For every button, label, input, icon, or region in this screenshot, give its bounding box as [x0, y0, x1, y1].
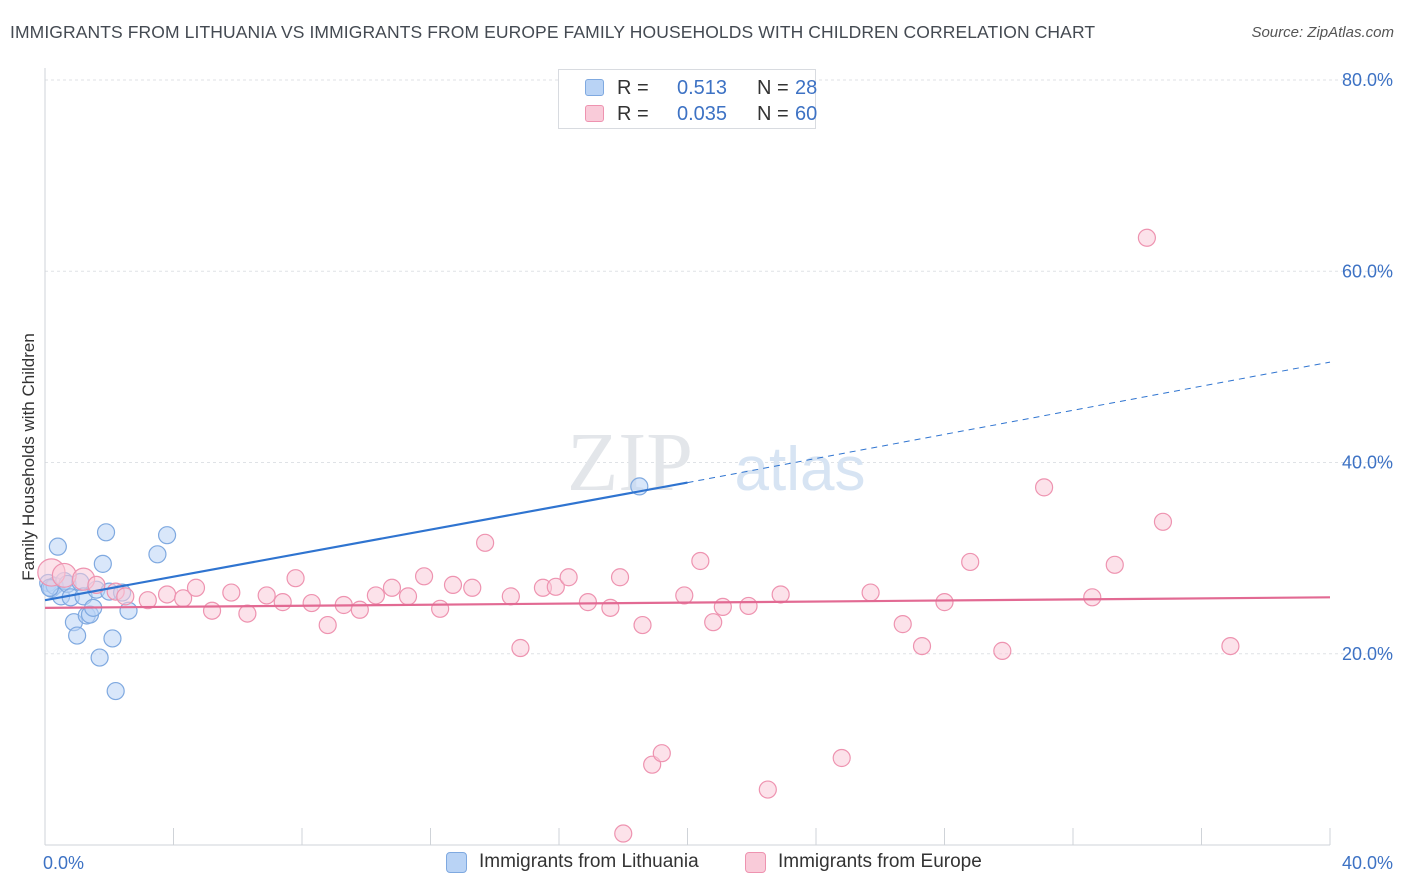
europe-point	[116, 587, 135, 606]
europe-point	[157, 585, 177, 604]
europe-point	[1137, 228, 1156, 247]
lithuania-point	[48, 537, 67, 556]
europe-point	[350, 600, 369, 619]
legend-label-europe: Immigrants from Europe	[778, 851, 982, 872]
lithuania-point	[148, 545, 167, 564]
watermark-zip: ZIP	[567, 416, 693, 509]
europe-point	[691, 551, 710, 571]
europe-point	[443, 575, 463, 595]
watermark-atlas: atlas	[735, 435, 866, 504]
y-axis-label: Family Households with Children	[19, 333, 38, 581]
lithuania-point	[157, 526, 177, 545]
europe-point	[238, 604, 257, 623]
x-tick-label: 40.0%	[1342, 853, 1393, 873]
r-label: R =	[617, 103, 649, 125]
europe-point	[1221, 636, 1240, 656]
europe-point	[1083, 588, 1102, 607]
y-tick-label: 40.0%	[1342, 453, 1393, 473]
x-tick-label: 0.0%	[43, 853, 84, 873]
europe-point	[614, 824, 633, 843]
lithuania-point	[96, 523, 116, 542]
n-label: N =	[757, 103, 789, 125]
europe-point	[273, 593, 292, 612]
y-tick-label: 80.0%	[1342, 70, 1393, 90]
gridlines	[45, 79, 1393, 655]
lithuania-trend-extension	[687, 361, 1331, 484]
europe-point	[610, 568, 630, 587]
europe-point	[739, 596, 758, 616]
europe-point	[202, 601, 222, 620]
europe-point	[861, 583, 880, 602]
europe-point	[758, 780, 777, 799]
europe-point	[382, 578, 402, 597]
correlation-legend: R = 0.513 N = 28 R = 0.035 N = 60	[558, 69, 818, 129]
europe-point	[1105, 555, 1124, 574]
chart-title: IMMIGRANTS FROM LITHUANIA VS IMMIGRANTS …	[10, 22, 1096, 42]
lithuania-trend-line	[44, 481, 688, 602]
legend-swatch-lithuania	[446, 852, 467, 873]
legend-swatch-europe	[745, 852, 766, 873]
europe-point	[222, 583, 241, 602]
europe-point	[398, 587, 418, 606]
europe-point	[771, 585, 790, 604]
lithuania-swatch	[585, 79, 604, 96]
tick-labels: 20.0% 40.0% 60.0% 80.0% 0.0% 40.0%	[43, 70, 1393, 873]
y-tick-label: 60.0%	[1342, 261, 1393, 281]
europe-point	[257, 586, 276, 605]
r-value: 0.035	[677, 103, 728, 125]
europe-point	[463, 578, 482, 597]
europe-point	[1153, 512, 1173, 531]
trend-lines	[44, 361, 1331, 609]
watermark: ZIP atlas	[567, 416, 865, 509]
lithuania-point	[93, 554, 112, 573]
europe-point	[476, 533, 495, 552]
europe-point	[993, 641, 1012, 660]
r-value: 0.513	[677, 77, 728, 99]
europe-point	[186, 578, 206, 597]
europe-point	[318, 615, 337, 635]
europe-point	[912, 636, 932, 656]
r-label: R =	[617, 77, 649, 99]
lithuania-point	[68, 626, 87, 645]
europe-point	[893, 615, 912, 634]
n-label: N =	[757, 77, 789, 99]
lithuania-point	[106, 681, 125, 701]
axes	[44, 68, 1331, 846]
europe-point	[713, 597, 732, 616]
europe-point	[578, 593, 598, 612]
y-tick-label: 20.0%	[1342, 644, 1393, 664]
europe-point	[501, 587, 520, 606]
europe-point	[559, 568, 578, 587]
europe-point	[832, 748, 851, 768]
europe-point	[652, 744, 671, 763]
legend-label-lithuania: Immigrants from Lithuania	[479, 851, 699, 872]
source-label: Source: ZipAtlas.com	[1251, 24, 1394, 41]
europe-point	[601, 598, 620, 617]
n-value: 60	[795, 103, 818, 125]
europe-point	[675, 586, 694, 605]
europe-swatch	[585, 105, 604, 122]
europe-point	[366, 586, 385, 605]
europe-point	[935, 593, 954, 612]
data-points	[37, 228, 1240, 843]
europe-point	[546, 577, 565, 596]
lithuania-point	[90, 648, 109, 667]
lithuania-point	[103, 629, 122, 648]
europe-point	[633, 615, 652, 635]
europe-point	[302, 593, 321, 613]
europe-point	[704, 613, 723, 632]
europe-point	[431, 599, 450, 618]
europe-trend-line	[44, 596, 1331, 609]
europe-point	[138, 591, 157, 610]
europe-point	[511, 638, 530, 658]
europe-point	[414, 567, 434, 586]
europe-point	[961, 552, 980, 572]
europe-point	[286, 569, 305, 588]
europe-point	[1034, 478, 1054, 497]
n-value: 28	[795, 77, 818, 99]
